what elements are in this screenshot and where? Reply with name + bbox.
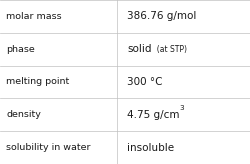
Text: melting point: melting point (6, 78, 70, 86)
Text: solubility in water: solubility in water (6, 143, 91, 152)
Text: molar mass: molar mass (6, 12, 62, 21)
Text: 4.75 g/cm: 4.75 g/cm (127, 110, 180, 120)
Text: density: density (6, 110, 41, 119)
Text: (at STP): (at STP) (152, 45, 186, 54)
Text: 300 °C: 300 °C (127, 77, 162, 87)
Text: phase: phase (6, 45, 35, 54)
Text: solid: solid (127, 44, 152, 54)
Text: 3: 3 (180, 105, 184, 111)
Text: insoluble: insoluble (127, 143, 174, 153)
Text: 386.76 g/mol: 386.76 g/mol (127, 11, 196, 21)
